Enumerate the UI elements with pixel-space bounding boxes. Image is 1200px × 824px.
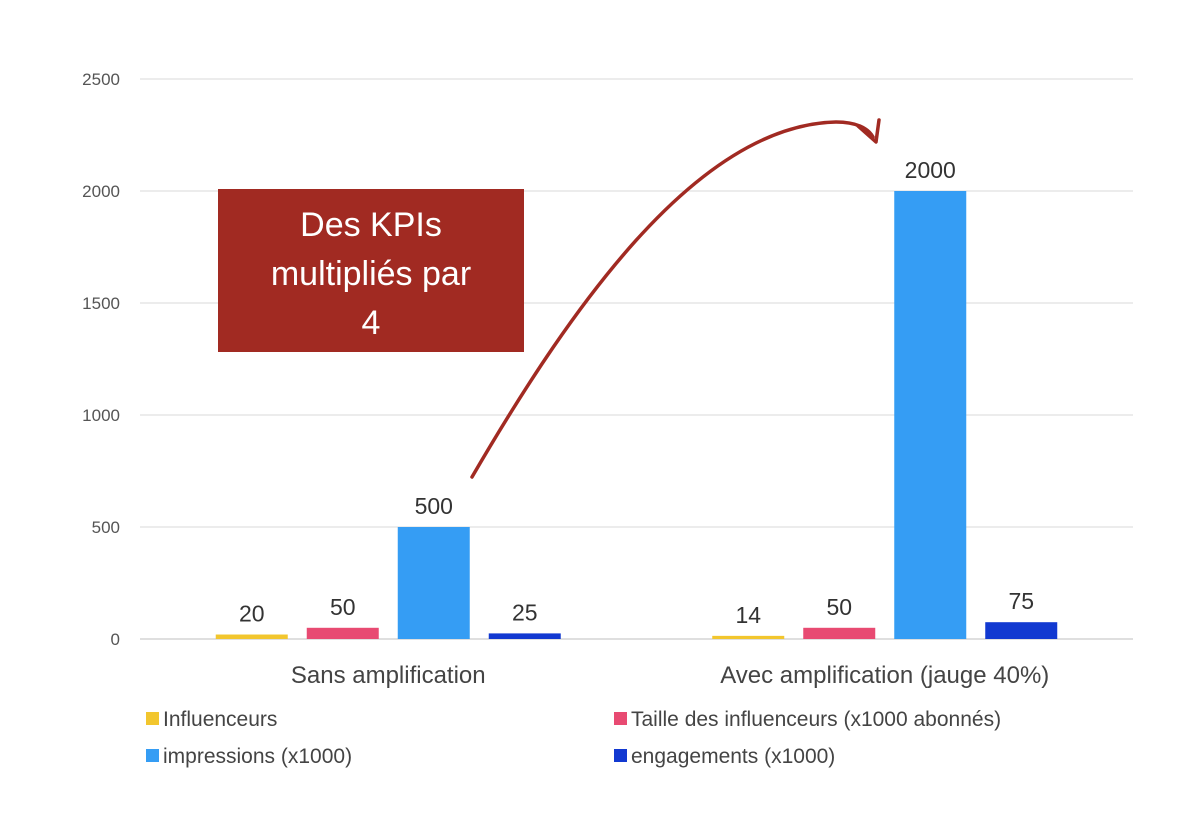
y-tick-label: 0 — [111, 630, 120, 649]
bar — [215, 634, 288, 639]
y-tick-label: 1500 — [82, 294, 120, 313]
legend-label: engagements (x1000) — [631, 745, 835, 768]
data-label: 14 — [735, 602, 761, 628]
y-tick-label: 2000 — [82, 182, 120, 201]
bar — [397, 527, 470, 639]
y-tick-label: 2500 — [82, 70, 120, 89]
y-axis: 0 500 1000 1500 2000 2500 — [82, 70, 120, 649]
annotation-line-1: Des KPIs — [300, 206, 442, 244]
bars — [215, 191, 1058, 639]
data-label: 2000 — [905, 157, 956, 183]
data-label: 20 — [239, 601, 265, 627]
y-tick-label: 1000 — [82, 406, 120, 425]
bar — [985, 622, 1058, 639]
annotation: Des KPIs multipliés par 4 — [218, 118, 881, 479]
y-tick-label: 500 — [92, 518, 120, 537]
legend-swatch — [146, 749, 159, 762]
bar — [894, 191, 967, 639]
data-labels: 20 50 500 25 14 50 2000 75 — [239, 157, 1034, 628]
bar — [712, 635, 785, 639]
legend-label: Influenceurs — [163, 708, 277, 731]
legend-swatch — [614, 749, 627, 762]
annotation-line-3: 4 — [362, 304, 381, 342]
legend: Influenceurs Taille des influenceurs (x10… — [146, 708, 1001, 768]
bar — [306, 627, 379, 639]
annotation-arrow — [470, 120, 875, 479]
legend-label: Taille des influenceurs (x1000 abonnés) — [631, 708, 1001, 731]
legend-label: impressions (x1000) — [163, 745, 352, 768]
legend-swatch — [146, 712, 159, 725]
data-label: 75 — [1008, 588, 1034, 614]
bar — [488, 633, 561, 639]
x-category-label: Avec amplification (jauge 40%) — [720, 662, 1049, 689]
x-category-label: Sans amplification — [291, 662, 486, 689]
annotation-box — [218, 189, 524, 352]
data-label: 50 — [330, 594, 356, 620]
data-label: 500 — [415, 493, 453, 519]
data-label: 25 — [512, 599, 538, 625]
annotation-line-2: multipliés par — [271, 255, 471, 293]
x-axis: Sans amplification Avec amplification (ja… — [291, 662, 1049, 689]
gridlines — [140, 78, 1133, 640]
bar — [803, 627, 876, 639]
legend-swatch — [614, 712, 627, 725]
data-label: 50 — [826, 594, 852, 620]
annotation-arrowhead — [856, 118, 881, 144]
